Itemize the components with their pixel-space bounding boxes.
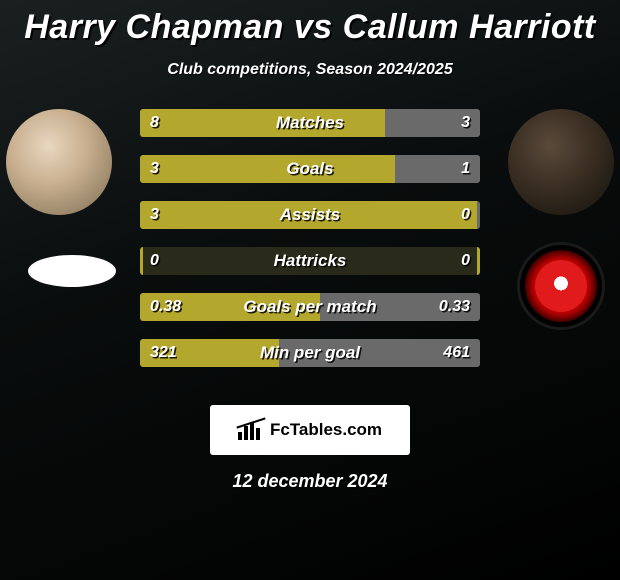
page-title: Harry Chapman vs Callum Harriott — [0, 0, 620, 47]
stat-label: Goals — [140, 155, 480, 183]
player-right-avatar — [508, 109, 614, 215]
fctables-icon — [238, 420, 264, 440]
stat-label: Matches — [140, 109, 480, 137]
club-left-logo — [28, 255, 116, 287]
stat-row: 83Matches — [140, 109, 480, 137]
stat-label: Assists — [140, 201, 480, 229]
club-right-logo — [520, 245, 602, 327]
stat-bars: 83Matches 31Goals 30Assists 00Hattricks 0.38… — [140, 109, 480, 385]
date-label: 12 december 2024 — [0, 471, 620, 492]
subtitle: Club competitions, Season 2024/2025 — [0, 61, 620, 79]
stat-label: Goals per match — [140, 293, 480, 321]
stat-row: 321461Min per goal — [140, 339, 480, 367]
stat-row: 30Assists — [140, 201, 480, 229]
brand-badge: FcTables.com — [210, 405, 410, 455]
comparison-stage: 83Matches 31Goals 30Assists 00Hattricks 0.38… — [0, 109, 620, 389]
stat-label: Hattricks — [140, 247, 480, 275]
stat-row: 00Hattricks — [140, 247, 480, 275]
brand-text: FcTables.com — [270, 420, 382, 440]
stat-label: Min per goal — [140, 339, 480, 367]
stat-row: 0.380.33Goals per match — [140, 293, 480, 321]
stat-row: 31Goals — [140, 155, 480, 183]
player-left-avatar — [6, 109, 112, 215]
